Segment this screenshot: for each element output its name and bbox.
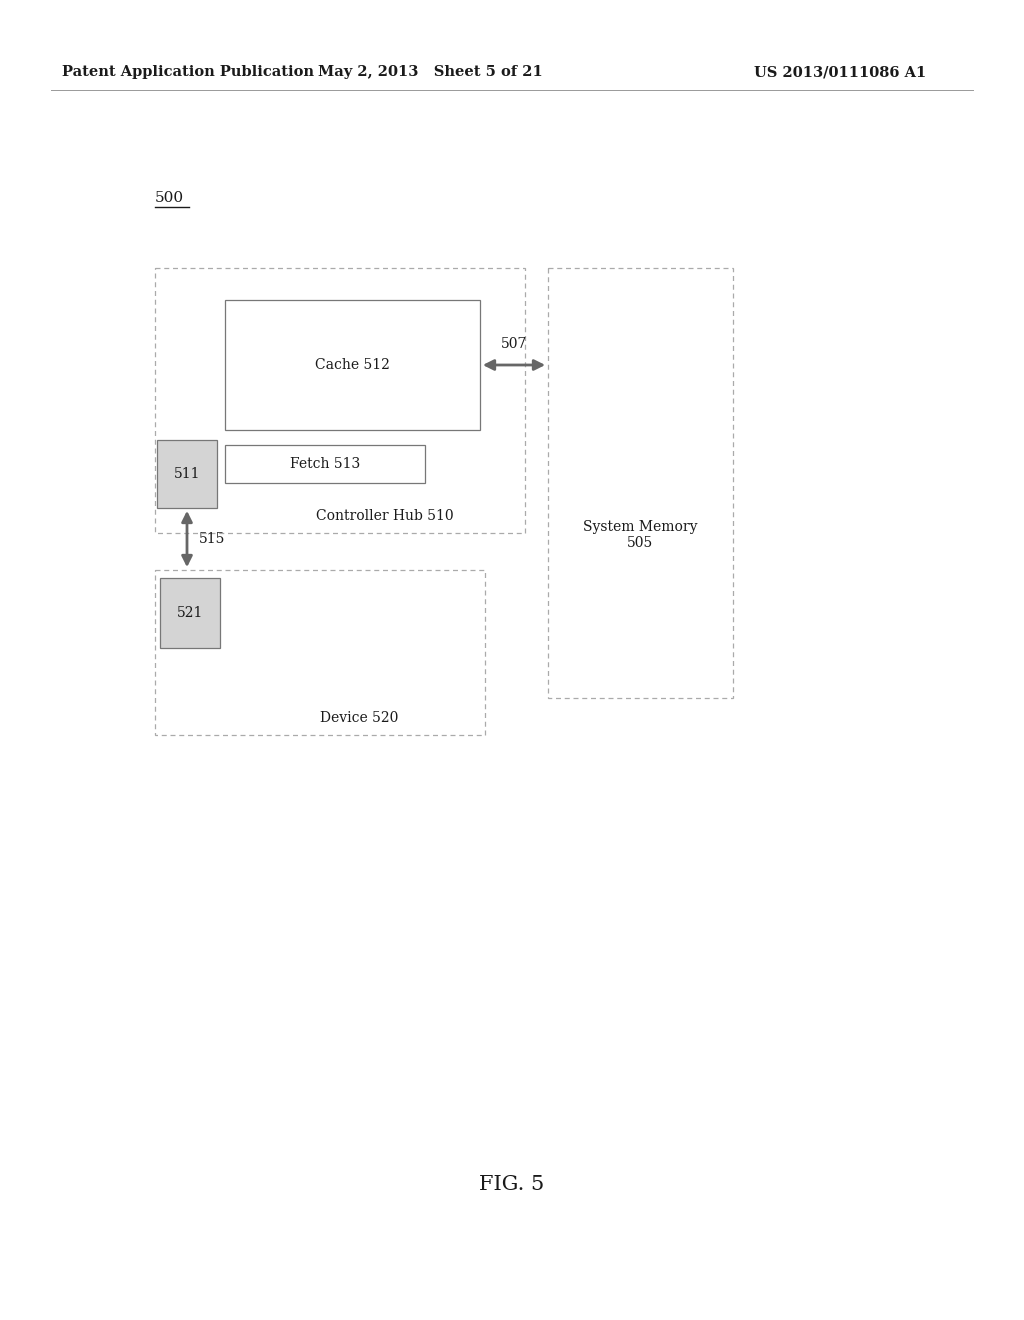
Bar: [548, 268, 733, 698]
Text: 511: 511: [174, 467, 201, 480]
Bar: [225, 445, 425, 483]
Text: 515: 515: [199, 532, 225, 546]
Text: FIG. 5: FIG. 5: [479, 1176, 545, 1195]
Bar: [160, 578, 220, 648]
Text: Cache 512: Cache 512: [315, 358, 390, 372]
Text: System Memory
505: System Memory 505: [584, 520, 697, 549]
Bar: [155, 570, 485, 735]
Text: Device 520: Device 520: [321, 711, 398, 725]
Text: 521: 521: [177, 606, 203, 620]
Bar: [225, 300, 480, 430]
Bar: [155, 268, 525, 533]
Text: 507: 507: [501, 337, 527, 351]
Bar: [157, 440, 217, 508]
Text: May 2, 2013   Sheet 5 of 21: May 2, 2013 Sheet 5 of 21: [317, 65, 543, 79]
Text: Fetch 513: Fetch 513: [290, 457, 360, 471]
Text: Controller Hub 510: Controller Hub 510: [315, 510, 454, 523]
Text: US 2013/0111086 A1: US 2013/0111086 A1: [754, 65, 926, 79]
Text: 500: 500: [155, 191, 184, 205]
Text: Patent Application Publication: Patent Application Publication: [62, 65, 314, 79]
